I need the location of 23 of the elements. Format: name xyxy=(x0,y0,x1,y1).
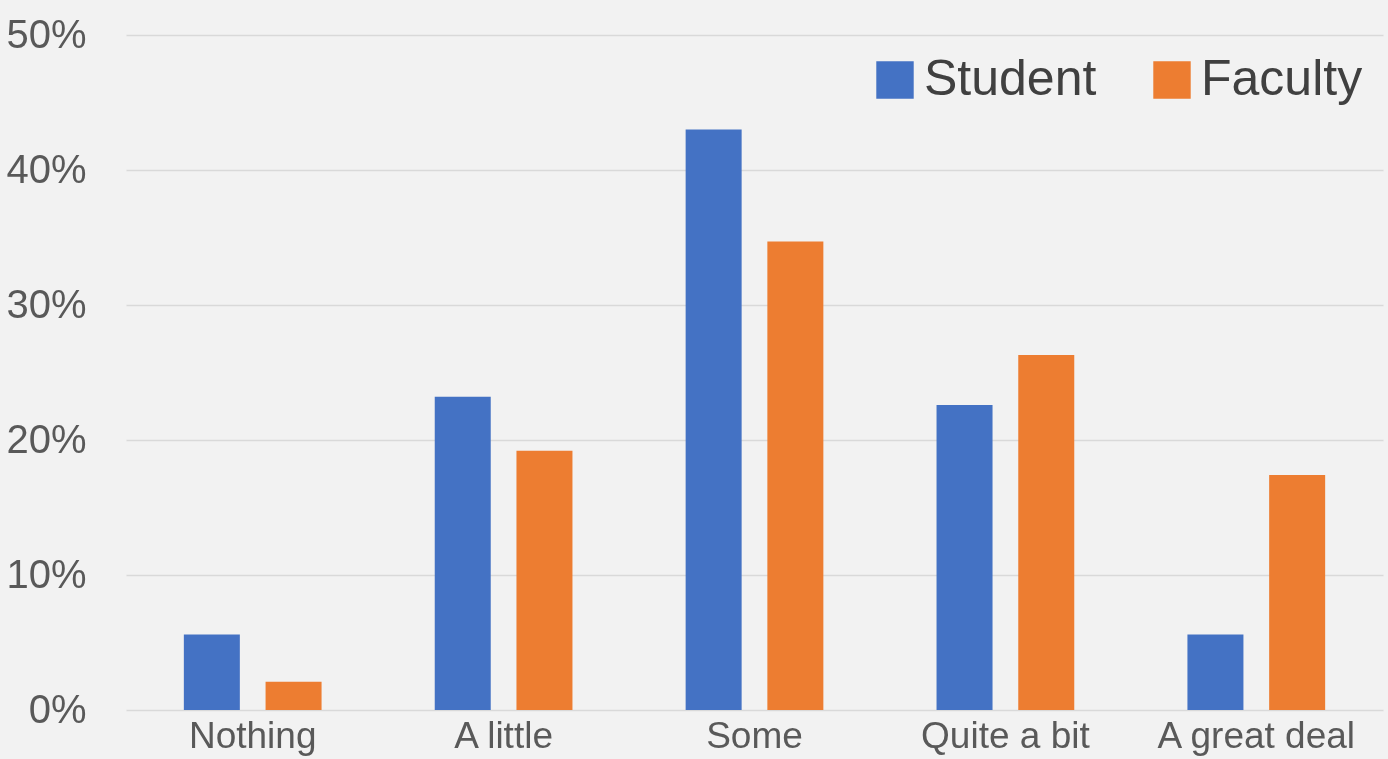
y-tick-label: 50% xyxy=(6,11,87,56)
bar xyxy=(434,396,491,710)
x-tick-label: Quite a bit xyxy=(921,714,1091,756)
bar xyxy=(1018,354,1075,710)
bar xyxy=(1187,634,1244,710)
bar xyxy=(767,241,824,710)
y-tick-label: 40% xyxy=(6,146,87,191)
y-tick-label: 30% xyxy=(6,281,87,326)
y-tick-label: 10% xyxy=(6,551,87,596)
x-tick-label: Some xyxy=(706,714,803,756)
bar xyxy=(265,681,322,710)
x-tick-label: A little xyxy=(454,714,553,756)
bar xyxy=(1269,475,1326,710)
x-tick-label: A great deal xyxy=(1157,714,1356,756)
bar xyxy=(183,634,240,710)
legend-label: Faculty xyxy=(1201,50,1363,106)
legend-label: Student xyxy=(924,50,1097,106)
bar xyxy=(936,404,993,710)
y-tick-label: 0% xyxy=(28,686,87,731)
y-tick-label: 20% xyxy=(6,416,87,461)
x-tick-label: Nothing xyxy=(188,714,317,756)
bar xyxy=(685,129,742,710)
bar xyxy=(516,450,573,710)
